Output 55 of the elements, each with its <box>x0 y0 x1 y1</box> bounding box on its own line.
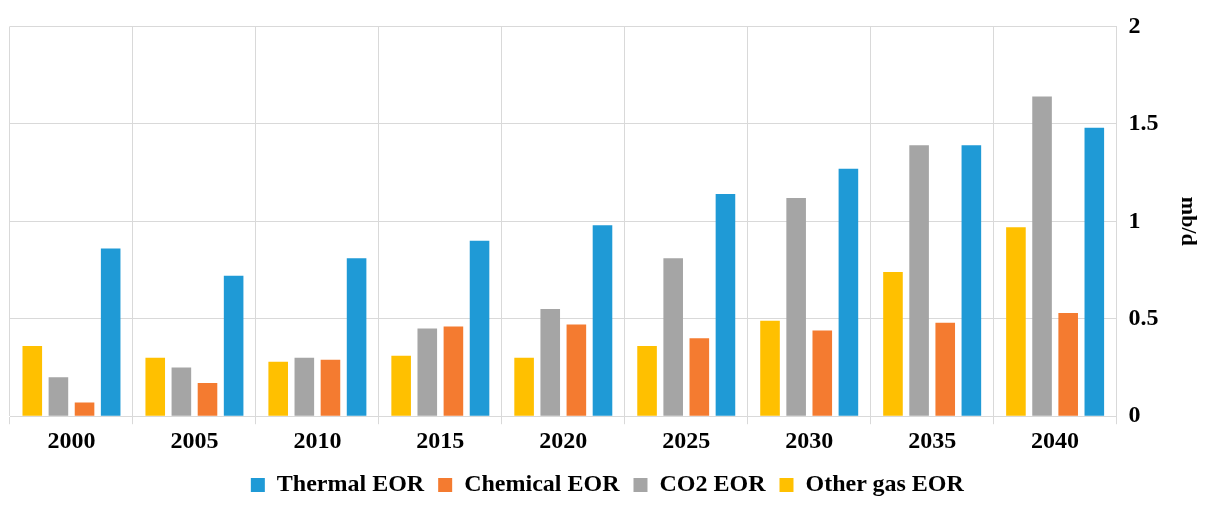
y-tick-label: 0 <box>1128 401 1141 428</box>
bar <box>223 275 244 416</box>
x-tick-label: 2010 <box>293 426 342 453</box>
x-tick-label: 2005 <box>170 426 219 453</box>
y-tick-label: 1 <box>1128 206 1141 233</box>
y-axis-title: mb/d <box>1177 196 1203 246</box>
bar <box>417 328 438 416</box>
bar <box>268 361 288 416</box>
bar <box>883 271 903 416</box>
bar <box>663 258 683 416</box>
bar <box>514 357 534 416</box>
bar <box>592 225 613 416</box>
bar <box>760 320 780 416</box>
bar <box>145 357 166 416</box>
bar <box>391 355 411 416</box>
x-tick-label: 2030 <box>785 426 834 453</box>
bar <box>566 324 587 416</box>
bar <box>812 330 833 416</box>
x-tick-label: 2015 <box>416 426 465 453</box>
bar <box>320 359 341 416</box>
bar <box>689 338 710 416</box>
legend-label: Thermal EOR <box>276 470 425 497</box>
legend-label: Chemical EOR <box>464 470 621 497</box>
bar <box>171 367 192 416</box>
bar <box>909 145 929 416</box>
bar <box>715 194 736 416</box>
x-tick-label: 2000 <box>47 426 96 453</box>
bar <box>48 377 69 416</box>
bar <box>346 258 367 416</box>
bar <box>443 326 464 416</box>
x-tick-label: 2035 <box>908 426 957 453</box>
bar <box>1084 127 1105 416</box>
bar <box>1006 227 1026 416</box>
legend-label: Other gas EOR <box>805 470 965 497</box>
bar <box>74 402 95 416</box>
y-tick-label: 1.5 <box>1128 109 1159 136</box>
x-tick-label: 2040 <box>1031 426 1080 453</box>
bar <box>786 197 806 416</box>
legend-label: CO2 EOR <box>659 470 767 497</box>
x-tick-label: 2020 <box>539 426 588 453</box>
bar <box>1058 312 1078 416</box>
bar <box>1032 96 1052 416</box>
bar <box>294 357 315 416</box>
bar <box>197 383 218 416</box>
bar <box>935 322 956 416</box>
y-tick-label: 2 <box>1128 11 1141 38</box>
bar <box>961 145 982 416</box>
bar <box>22 346 43 416</box>
bar <box>540 309 561 416</box>
y-tick-label: 0.5 <box>1128 303 1159 330</box>
bar <box>838 168 859 416</box>
bar <box>637 346 657 416</box>
x-tick-label: 2025 <box>662 426 711 453</box>
bar <box>469 240 490 416</box>
bar <box>100 248 121 416</box>
